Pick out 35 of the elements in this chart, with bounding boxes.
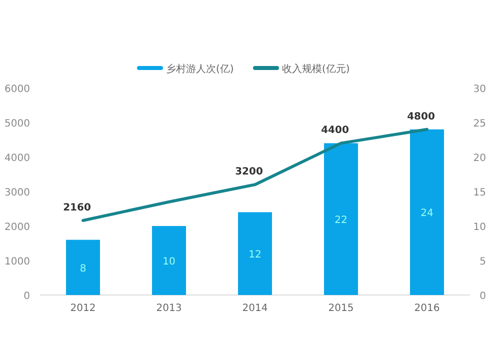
x-tick-label: 2016 <box>414 303 440 314</box>
y2-tick-label: 20 <box>473 153 486 164</box>
data-label: 2160 <box>63 202 91 214</box>
legend-label: 收入规模(亿元) <box>282 63 350 75</box>
data-label: 10 <box>162 256 176 268</box>
data-label: 24 <box>420 208 434 220</box>
x-tick-label: 2015 <box>328 303 354 314</box>
x-tick-label: 2014 <box>242 303 268 314</box>
data-label: 12 <box>248 250 262 261</box>
bar <box>152 226 186 295</box>
y-tick-label: 2000 <box>4 222 30 233</box>
legend-label: 乡村游人次(亿) <box>166 63 234 75</box>
data-label: 4800 <box>407 111 435 122</box>
bar <box>324 143 358 295</box>
y2-tick-label: 15 <box>473 188 486 198</box>
y-tick-label: 5000 <box>4 118 30 130</box>
bar <box>238 212 272 295</box>
y2-tick-label: 10 <box>473 222 486 233</box>
data-label: 22 <box>334 215 348 226</box>
y2-tick-label: 0 <box>480 291 486 302</box>
x-tick-label: 2012 <box>70 303 96 314</box>
data-label: 8 <box>80 263 86 274</box>
bar <box>410 129 444 295</box>
y2-tick-label: 30 <box>473 84 486 95</box>
y-tick-label: 1000 <box>4 256 30 268</box>
y-tick-label: 6000 <box>4 84 30 95</box>
x-tick-label: 2013 <box>156 303 182 314</box>
data-label: 3200 <box>235 166 263 178</box>
y2-tick-label: 25 <box>473 118 486 130</box>
bar <box>66 240 100 295</box>
y-tick-label: 0 <box>24 291 30 302</box>
y-tick-label: 4000 <box>4 153 30 164</box>
data-label: 4400 <box>321 125 349 136</box>
y2-tick-label: 5 <box>480 256 486 268</box>
y-tick-label: 3000 <box>4 188 30 198</box>
